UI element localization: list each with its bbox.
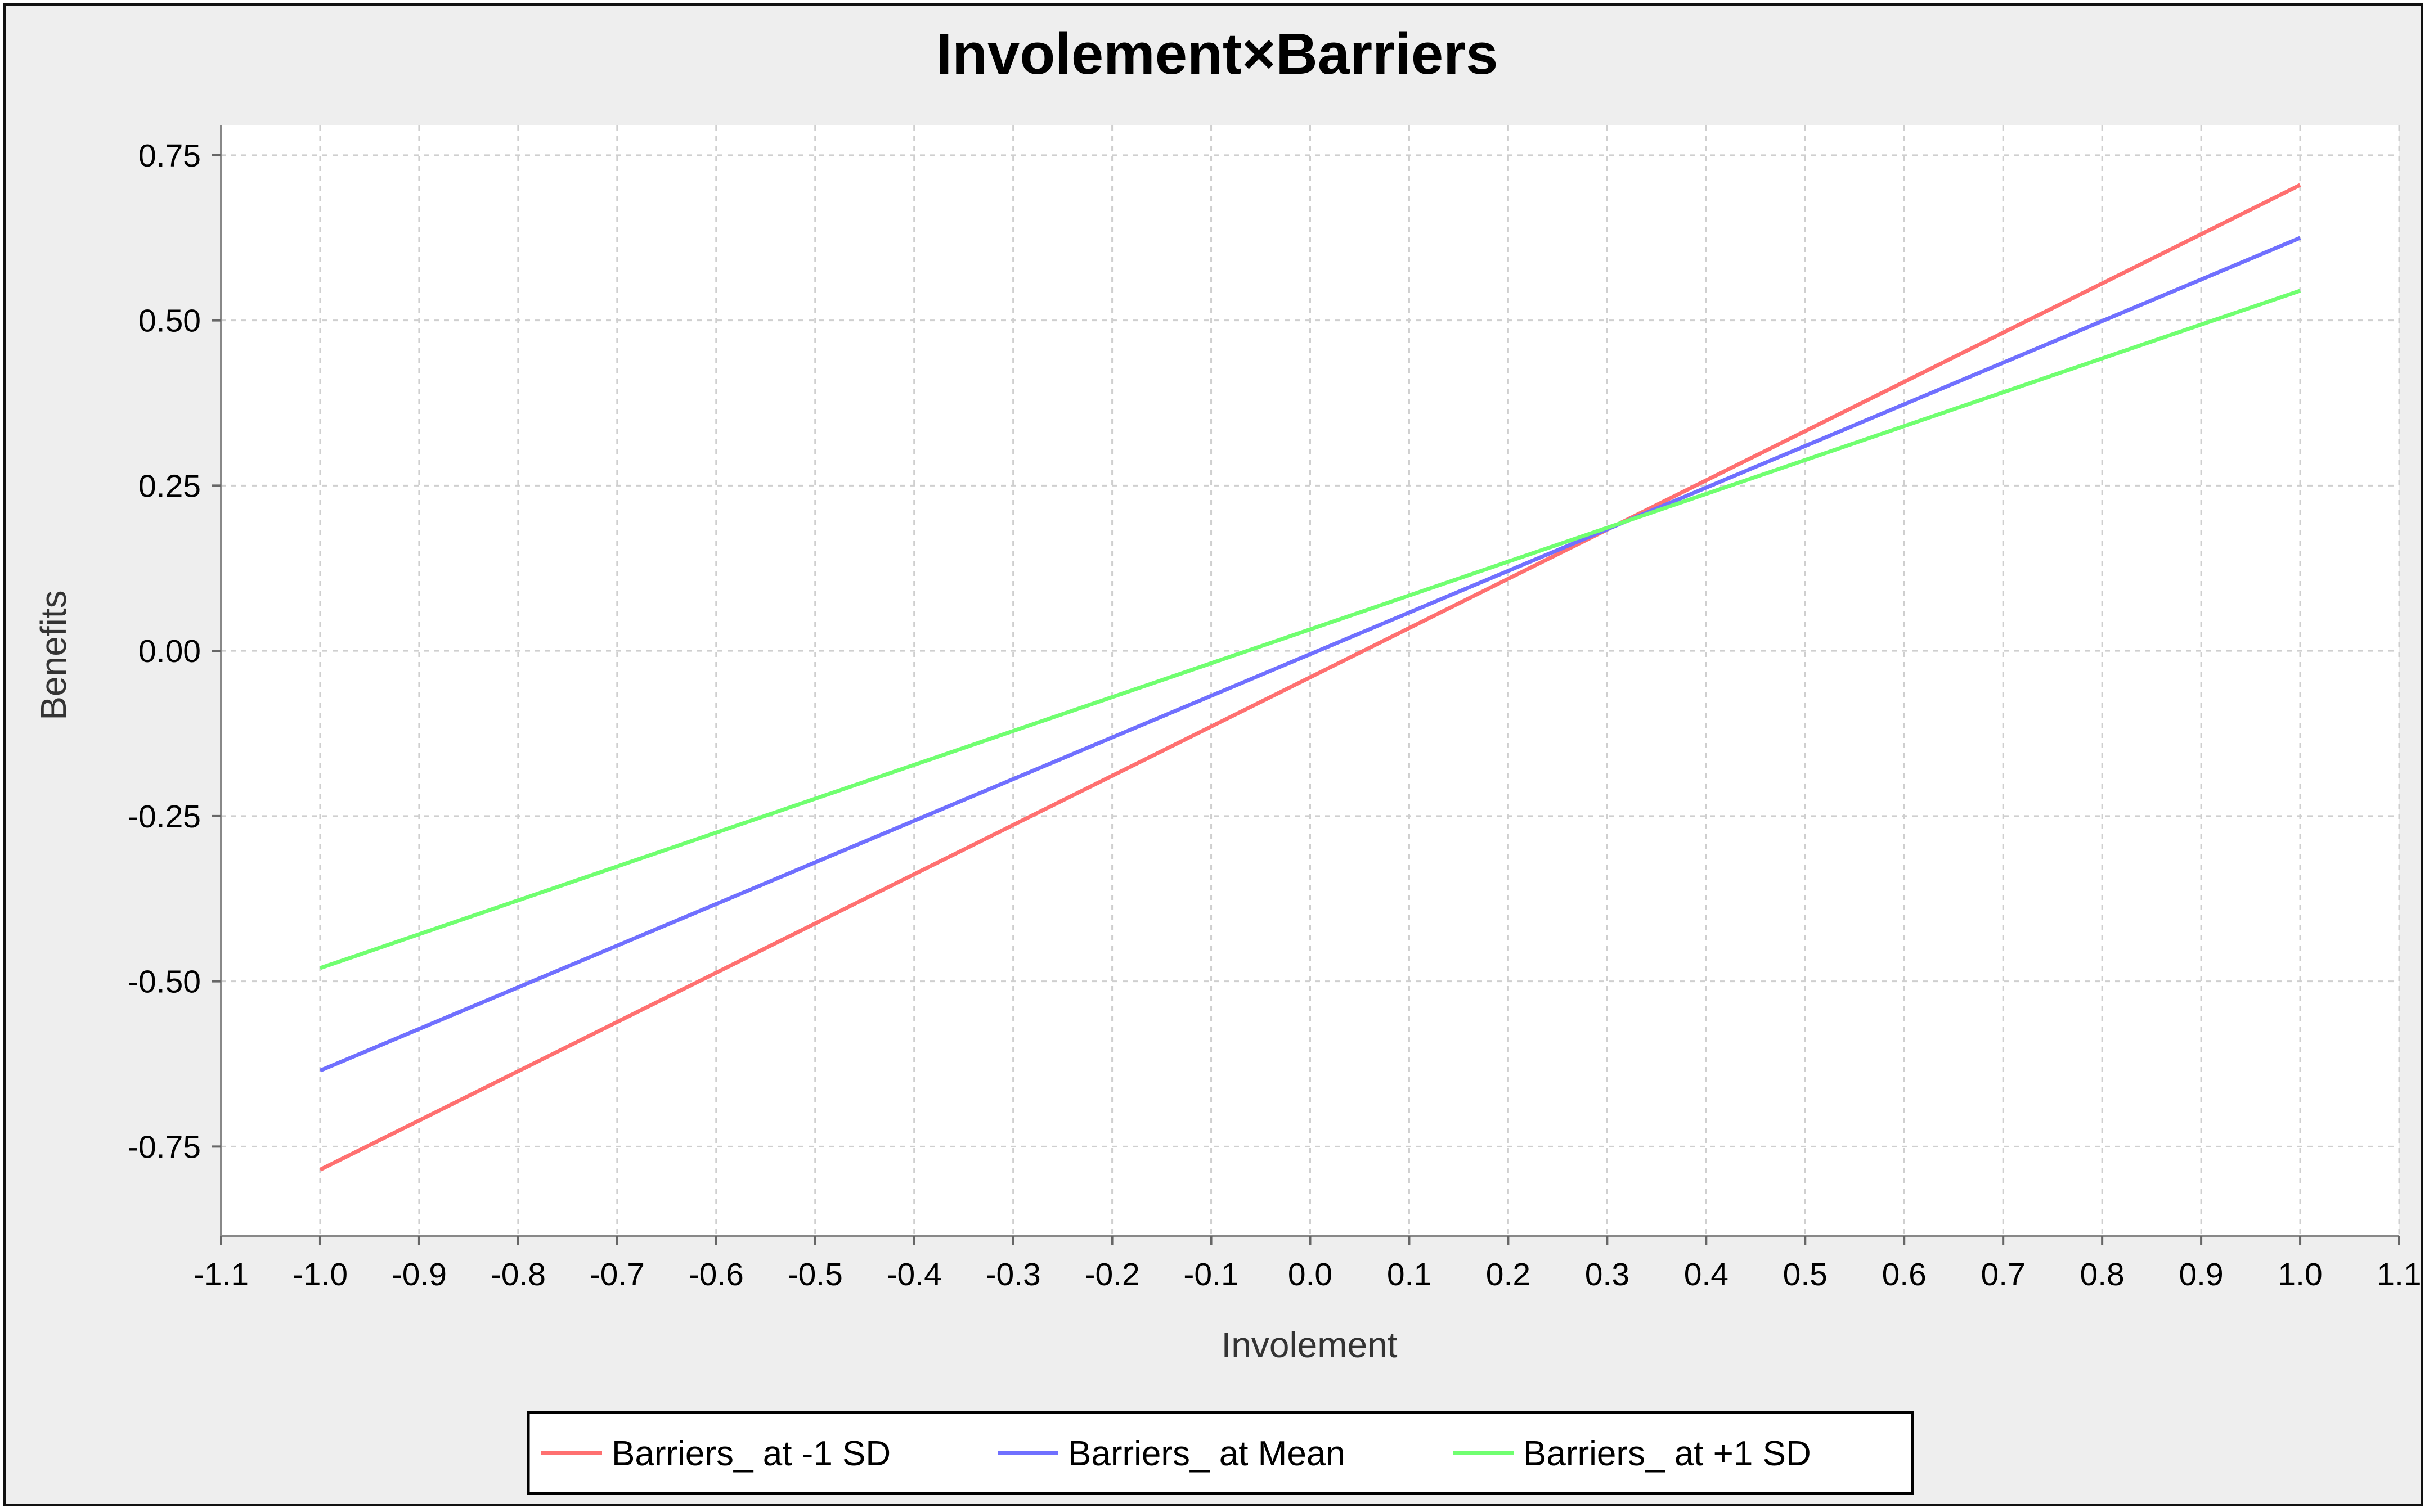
x-tick-label: 0.1 [1387,1257,1431,1293]
x-tick-label: -1.1 [194,1257,249,1293]
x-tick-label: -1.0 [293,1257,348,1293]
legend-label-1: Barriers_ at Mean [1068,1434,1345,1473]
x-tick-label: 0.3 [1585,1257,1629,1293]
x-tick-label: 0.9 [2179,1257,2223,1293]
x-axis-ticks: -1.1 -1.0 -0.9 -0.8 -0.7 -0.6 -0.5 -0.4 -0.3 -0.2… [194,1236,2422,1293]
x-tick-label: -0.5 [788,1257,843,1293]
y-tick-label: 0.50 [138,303,201,339]
x-tick-label: -0.3 [986,1257,1041,1293]
x-tick-label: 0.4 [1684,1257,1728,1293]
legend-label-0: Barriers_ at -1 SD [612,1434,891,1473]
x-tick-label: 0.6 [1882,1257,1927,1293]
x-tick-label: -0.1 [1183,1257,1238,1293]
x-tick-label: -0.4 [887,1257,942,1293]
x-tick-label: 0.7 [1981,1257,2026,1293]
x-axis-label: Involement [1221,1325,1397,1365]
legend-box [527,1411,1914,1495]
y-tick-label: -0.75 [128,1129,201,1165]
legend: Barriers_ at -1 SD Barriers_ at Mean Barri… [527,1411,1914,1495]
x-tick-label: -0.6 [689,1257,744,1293]
x-tick-label: -0.7 [590,1257,645,1293]
series-line-0 [319,183,2301,1172]
y-tick-label: -0.50 [128,964,201,1000]
chart-frame: Involement×Barriers -1.1 -1.0 -0.9 -0.8 -0.7… [3,3,2423,1506]
x-tick-label: -0.2 [1084,1257,1139,1293]
y-tick-label: 0.25 [138,468,201,504]
legend-label-2: Barriers_ at +1 SD [1523,1434,1811,1473]
x-tick-label: -0.8 [491,1257,546,1293]
grid-lines [220,125,2400,1236]
x-tick-label: 0.2 [1486,1257,1530,1293]
y-axis-label: Benefits [33,590,74,720]
series-line-1 [319,236,2301,1073]
y-tick-label: 0.00 [138,633,201,669]
chart-title: Involement×Barriers [936,21,1498,86]
x-tick-label: 0.5 [1783,1257,1828,1293]
x-tick-label: 0.0 [1288,1257,1332,1293]
y-tick-label: 0.75 [138,138,201,174]
y-axis-ticks: 0.75 0.50 0.25 0.00 -0.25 -0.50 -0.75 [128,138,221,1165]
x-tick-label: 1.0 [2278,1257,2322,1293]
x-tick-label: 1.1 [2377,1257,2421,1293]
x-tick-label: 0.8 [2080,1257,2125,1293]
y-tick-label: -0.25 [128,799,201,835]
series-line-2 [319,289,2301,970]
x-tick-label: -0.9 [392,1257,447,1293]
series-lines [319,183,2301,1172]
chart-canvas: Involement×Barriers -1.1 -1.0 -0.9 -0.8 -0.7… [33,21,2422,1495]
